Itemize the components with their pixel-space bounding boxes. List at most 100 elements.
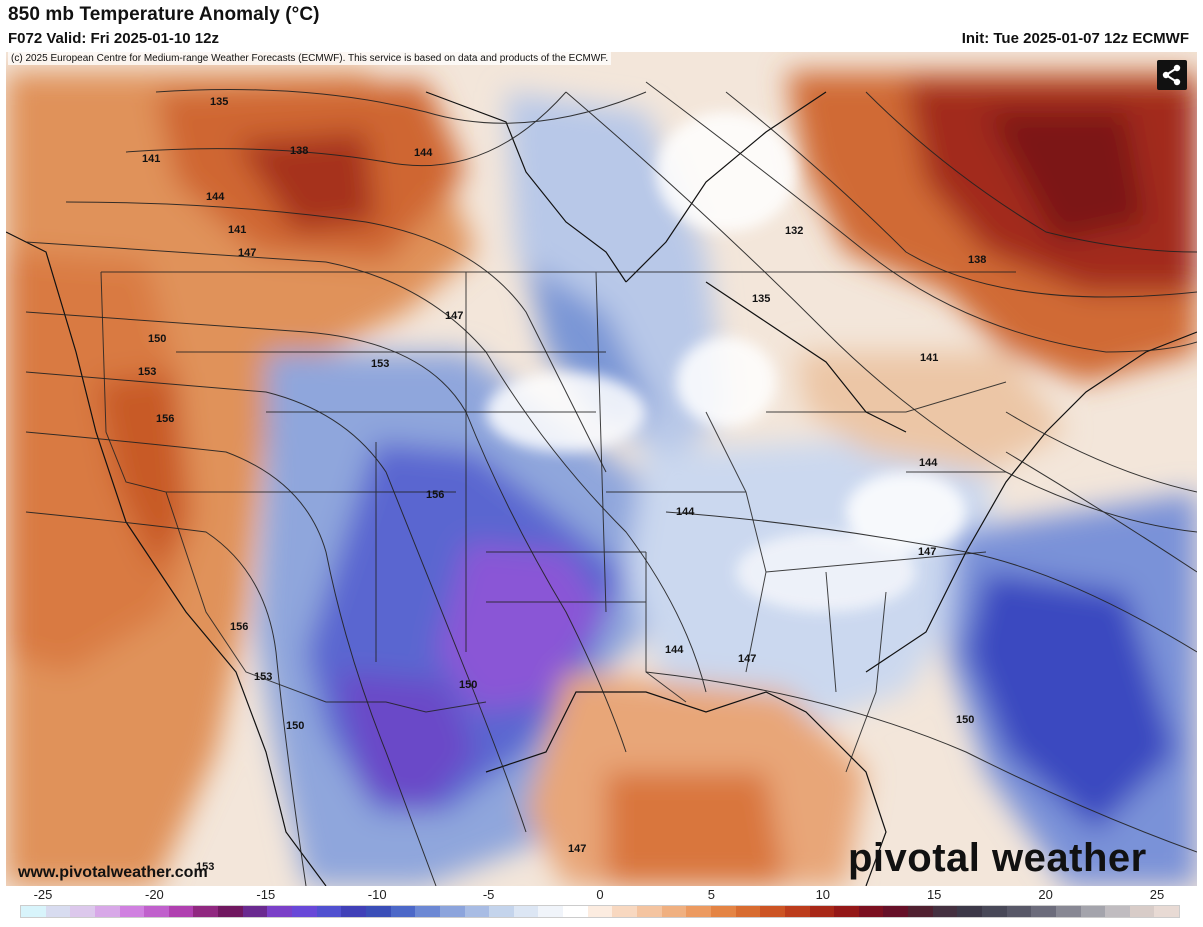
legend-swatch: [415, 906, 440, 917]
legend-tick-label: -20: [144, 887, 164, 902]
legend-swatch: [45, 906, 71, 917]
legend-swatch: [637, 906, 662, 917]
legend-swatch: [1154, 906, 1180, 917]
contour-label: 147: [738, 653, 756, 665]
legend-swatch: [218, 906, 243, 917]
share-button[interactable]: [1157, 60, 1187, 90]
legend-swatch: [981, 906, 1007, 917]
legend-swatch: [1105, 906, 1130, 917]
legend-swatch: [661, 906, 687, 917]
contour-label: 150: [286, 720, 304, 732]
contour-label: 156: [156, 413, 174, 425]
color-bar: [20, 905, 1180, 918]
legend-swatch: [513, 906, 539, 917]
contour-label: 138: [290, 145, 308, 157]
legend-swatch: [390, 906, 416, 917]
contour-label: 144: [665, 644, 684, 656]
legend-tick-label: 0: [596, 887, 604, 902]
legend-swatch: [267, 906, 293, 917]
legend-swatch: [1080, 906, 1106, 917]
legend-swatch: [119, 906, 145, 917]
legend-swatch: [932, 906, 958, 917]
legend-swatch: [686, 906, 711, 917]
legend-swatch: [1055, 906, 1081, 917]
legend-swatch: [365, 906, 391, 917]
legend-swatch: [957, 906, 982, 917]
contour-label: 153: [254, 671, 272, 683]
legend-swatch: [735, 906, 761, 917]
legend-swatch: [587, 906, 613, 917]
legend-swatch: [760, 906, 785, 917]
contour-label: 132: [785, 225, 803, 237]
contour-label: 144: [676, 506, 695, 518]
share-icon: [1162, 64, 1181, 86]
contour-labels: 135 138 141 144 147 150 153 156 132 135 …: [138, 96, 986, 873]
legend-swatch: [538, 906, 564, 917]
legend-swatch: [242, 906, 268, 917]
contour-label: 150: [148, 333, 166, 345]
legend-tick-label: 10: [815, 887, 831, 902]
legend-swatch: [292, 906, 317, 917]
contour-label: 147: [238, 247, 256, 259]
init-time: Init: Tue 2025-01-07 12z ECMWF: [961, 30, 1189, 47]
legend-swatch: [341, 906, 366, 917]
legend-swatch: [21, 906, 46, 917]
contour-label: 156: [230, 621, 248, 633]
legend-swatch: [883, 906, 909, 917]
legend-swatch: [144, 906, 169, 917]
legend-swatch: [489, 906, 514, 917]
legend-tick-label: 5: [707, 887, 716, 902]
legend-swatch: [70, 906, 95, 917]
legend-swatch: [784, 906, 810, 917]
map-title: 850 mb Temperature Anomaly (°C): [8, 4, 320, 25]
contour-label: 153: [371, 358, 389, 370]
legend-tick-label: 15: [926, 887, 942, 902]
contour-label: 144: [206, 191, 225, 203]
legend-swatch: [1031, 906, 1056, 917]
legend-tick-label: -25: [33, 887, 53, 902]
brand-logo: pivotal weather: [848, 836, 1147, 880]
contour-label: 135: [752, 293, 770, 305]
legend-swatch: [94, 906, 120, 917]
contour-label: 150: [956, 714, 974, 726]
contour-label: 141: [142, 153, 160, 165]
map-canvas: 135 138 141 144 147 150 153 156 132 135 …: [6, 52, 1197, 886]
legend-swatch: [834, 906, 859, 917]
legend-tick-label: 25: [1149, 887, 1165, 902]
legend-swatch: [168, 906, 194, 917]
valid-time: F072 Valid: Fri 2025-01-10 12z: [8, 30, 219, 47]
contour-label: 141: [920, 352, 938, 364]
legend-swatch: [858, 906, 884, 917]
legend-swatch: [908, 906, 933, 917]
legend-swatch: [612, 906, 638, 917]
legend-swatch: [710, 906, 736, 917]
legend-swatch: [809, 906, 835, 917]
legend-swatch: [1129, 906, 1155, 917]
legend-swatch: [563, 906, 588, 917]
contour-label: 135: [210, 96, 228, 108]
legend-swatch: [1006, 906, 1032, 917]
legend-swatch: [316, 906, 342, 917]
legend-swatch: [193, 906, 219, 917]
contour-label: 156: [426, 489, 444, 501]
contour-label: 147: [568, 843, 586, 855]
contour-label: 144: [919, 457, 938, 469]
contour-label: 153: [138, 366, 156, 378]
anomaly-map[interactable]: 135 138 141 144 147 150 153 156 132 135 …: [6, 52, 1197, 886]
website-watermark: www.pivotalweather.com: [18, 864, 208, 881]
contour-label: 141: [228, 224, 246, 236]
legend-tick-label: 20: [1038, 887, 1053, 902]
contour-label: 144: [414, 147, 433, 159]
legend-swatch: [439, 906, 465, 917]
legend-tick-label: -5: [482, 887, 495, 902]
copyright-notice: (c) 2025 European Centre for Medium-rang…: [8, 52, 612, 65]
contour-label: 153: [196, 861, 214, 873]
contour-label: 147: [918, 546, 936, 558]
legend-swatch: [464, 906, 490, 917]
legend-tick-label: -10: [367, 887, 387, 902]
contour-label: 138: [968, 254, 986, 266]
header: 850 mb Temperature Anomaly (°C) F072 Val…: [0, 0, 1203, 52]
contour-label: 150: [459, 679, 477, 691]
legend-tick-label: -15: [256, 887, 276, 902]
contour-label: 147: [445, 310, 463, 322]
